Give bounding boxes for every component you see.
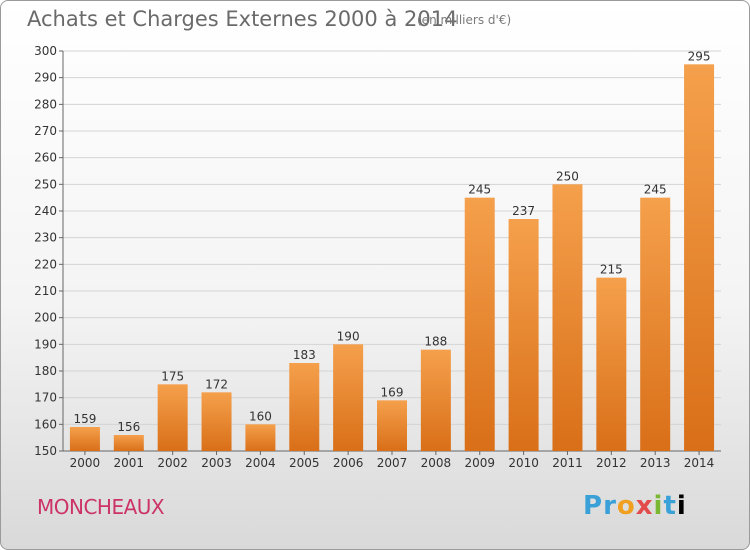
x-tick-label: 2002 — [157, 456, 188, 470]
data-label: 183 — [293, 348, 316, 362]
bar — [201, 392, 232, 451]
proxiti-logo: Proxiti — [583, 491, 687, 521]
y-tick-label: 200 — [34, 311, 57, 325]
y-tick-label: 260 — [34, 151, 57, 165]
x-tick-label: 2010 — [508, 456, 539, 470]
x-tick-label: 2012 — [596, 456, 627, 470]
y-tick-label: 300 — [34, 44, 57, 58]
y-tick-label: 170 — [34, 391, 57, 405]
x-tick-label: 2006 — [333, 456, 364, 470]
y-tick-label: 230 — [34, 231, 57, 245]
chart-unit-note: (en milliers d'€) — [417, 13, 512, 27]
data-label: 160 — [249, 409, 272, 423]
data-label: 159 — [73, 412, 96, 426]
data-label: 175 — [161, 369, 184, 383]
x-tick-label: 2013 — [640, 456, 671, 470]
bar — [245, 424, 276, 451]
x-tick-label: 2011 — [552, 456, 583, 470]
bar — [333, 344, 364, 451]
data-label: 215 — [600, 263, 623, 277]
bar — [684, 64, 715, 452]
data-label: 190 — [337, 329, 360, 343]
bar — [552, 184, 583, 452]
x-tick-label: 2003 — [201, 456, 232, 470]
y-tick-label: 270 — [34, 124, 57, 138]
x-tick-label: 2004 — [245, 456, 276, 470]
x-tick-label: 2001 — [114, 456, 145, 470]
y-tick-label: 180 — [34, 364, 57, 378]
bar — [289, 363, 320, 451]
y-tick-label: 210 — [34, 284, 57, 298]
chart-title: Achats et Charges Externes 2000 à 2014 — [27, 7, 458, 31]
y-tick-label: 150 — [34, 444, 57, 458]
data-label: 245 — [468, 183, 491, 197]
x-tick-label: 2007 — [377, 456, 408, 470]
data-label: 250 — [556, 169, 579, 183]
x-tick-label: 2014 — [684, 456, 715, 470]
y-tick-label: 190 — [34, 337, 57, 351]
y-tick-label: 290 — [34, 71, 57, 85]
bar — [596, 277, 627, 451]
data-label: 169 — [381, 385, 404, 399]
data-label: 237 — [512, 204, 535, 218]
bar — [420, 349, 451, 451]
bar — [640, 197, 671, 451]
bar — [113, 435, 144, 451]
bar — [157, 384, 188, 451]
data-label: 245 — [644, 183, 667, 197]
bar — [377, 400, 407, 451]
data-label: 188 — [424, 335, 447, 349]
y-tick-label: 160 — [34, 417, 57, 431]
bar — [69, 427, 100, 451]
y-tick-label: 280 — [34, 97, 57, 111]
data-label: 295 — [688, 49, 711, 63]
x-tick-label: 2008 — [421, 456, 452, 470]
bar — [508, 219, 539, 451]
commune-name: MONCHEAUX — [37, 495, 165, 519]
y-tick-label: 250 — [34, 177, 57, 191]
x-tick-label: 2005 — [289, 456, 320, 470]
data-label: 156 — [117, 420, 140, 434]
data-label: 172 — [205, 377, 228, 391]
bar — [464, 197, 495, 451]
x-tick-label: 2009 — [464, 456, 495, 470]
x-tick-label: 2000 — [70, 456, 101, 470]
y-tick-label: 220 — [34, 257, 57, 271]
y-tick-label: 240 — [34, 204, 57, 218]
